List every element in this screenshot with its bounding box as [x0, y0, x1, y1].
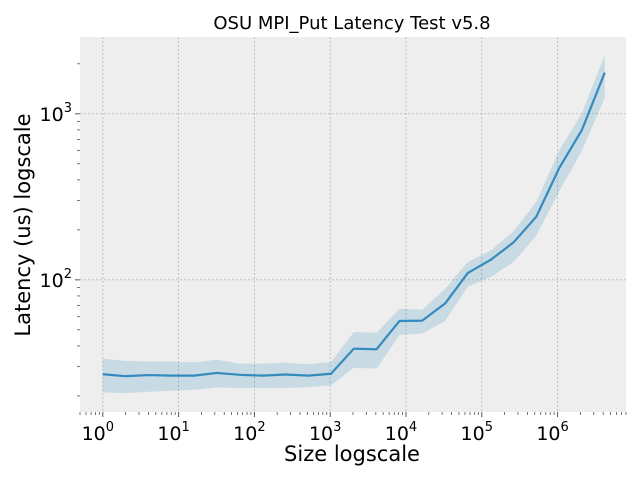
x-tick-label: 103	[309, 420, 341, 445]
x-tick-label: 106	[536, 420, 568, 445]
chart-title: OSU MPI_Put Latency Test v5.8	[213, 13, 490, 34]
x-tick-label: 100	[82, 420, 114, 445]
y-tick-label: 103	[40, 101, 72, 126]
series-line	[102, 72, 606, 378]
series-line-layer	[102, 72, 606, 378]
x-axis-ticks: 100 101 102 103 104 105 106	[79, 412, 627, 445]
y-axis-label: Latency (us) logscale	[11, 113, 35, 336]
y-axis-ticks: 102 103	[40, 63, 80, 397]
x-tick-label: 101	[157, 420, 189, 445]
x-tick-label: 104	[385, 420, 417, 445]
x-tick-label: 105	[461, 420, 493, 445]
x-tick-label: 102	[233, 420, 265, 445]
y-tick-label: 102	[40, 267, 72, 292]
grid-lines	[80, 37, 626, 412]
x-axis-label: Size logscale	[284, 442, 420, 466]
